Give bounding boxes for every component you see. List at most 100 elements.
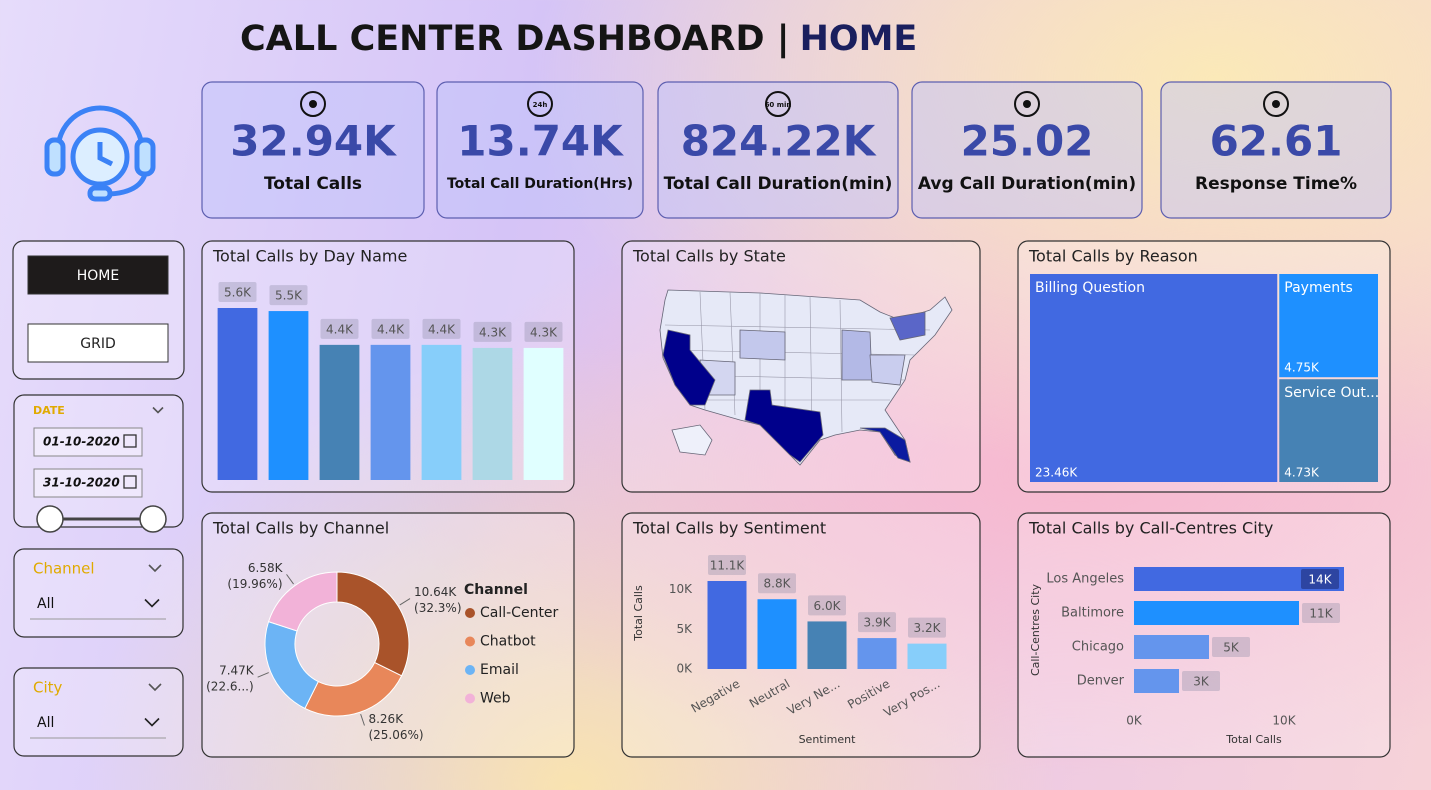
bar — [1134, 669, 1179, 693]
logo — [44, 105, 156, 202]
y-tick-label: Denver — [1077, 674, 1125, 689]
value-label: 3.2K — [914, 621, 942, 635]
kpi-icon — [1263, 91, 1289, 117]
value-label-bg — [371, 318, 410, 339]
value-label: 4.4K — [326, 322, 354, 336]
value-label: 14K — [1308, 573, 1332, 587]
bar — [807, 621, 847, 669]
value-label-bg — [858, 612, 896, 633]
x-tick-label: 10K — [1272, 714, 1296, 728]
title-page: HOME — [800, 19, 918, 59]
value-label-bg — [524, 321, 563, 342]
date-value: 01-10-2020 — [43, 435, 120, 449]
legend-swatch — [465, 693, 475, 704]
value-label: 5.5K — [275, 289, 303, 303]
chart-title: Total Calls by Channel — [212, 519, 389, 538]
calendar-icon — [123, 434, 137, 448]
kpi-icon-dot — [309, 100, 317, 108]
slice-value: 6.58K — [248, 561, 284, 575]
value-label: 4.4K — [377, 322, 405, 336]
donut-slice — [336, 571, 410, 677]
y-tick-label: 5K — [676, 622, 693, 636]
chart-card — [621, 512, 981, 758]
chart-title: Total Calls by Sentiment — [632, 519, 826, 538]
bar — [707, 580, 747, 669]
legend-label: Call-Center — [480, 605, 559, 621]
bar — [472, 347, 513, 480]
y-tick-label: Baltimore — [1061, 606, 1124, 621]
legend-swatch — [465, 608, 475, 618]
tile-label: Billing Question — [1035, 280, 1145, 296]
bar — [1134, 635, 1209, 659]
kpi-value: 32.94K — [230, 117, 397, 166]
bar — [857, 638, 897, 669]
slice-value: 8.26K — [368, 712, 404, 726]
nav-button[interactable] — [27, 255, 169, 295]
bar — [757, 599, 797, 669]
slice-percent: (19.96%) — [227, 577, 282, 591]
legend-label: Chatbot — [480, 634, 536, 650]
date-label: DATE — [33, 404, 65, 417]
value-label: 11.1K — [710, 558, 746, 572]
slider-handle[interactable] — [139, 505, 167, 533]
kpi-card — [1160, 81, 1392, 219]
bar — [421, 344, 462, 480]
value-label-bg — [320, 318, 359, 339]
slider-handle[interactable] — [36, 505, 64, 533]
tile-label: Service Out... — [1284, 385, 1379, 401]
kpi-icon-text: 60 min — [765, 101, 792, 109]
legend-title: Channel — [464, 582, 528, 598]
kpi-label: Total Call Duration(min) — [664, 174, 893, 194]
chart-title: Total Calls by Day Name — [212, 247, 407, 266]
donut-slice — [267, 571, 338, 632]
legend-swatch — [465, 665, 475, 675]
value-label: 3.9K — [864, 616, 892, 630]
slicer-card — [13, 667, 184, 757]
kpi-card — [436, 81, 644, 219]
treemap-tile — [1030, 274, 1278, 482]
value-label-bg — [708, 554, 746, 575]
nav-label: GRID — [80, 336, 116, 352]
bar — [523, 347, 564, 480]
value-label: 5.6K — [224, 286, 252, 300]
slicer-label: Channel — [33, 560, 95, 578]
value-label: 4.3K — [479, 325, 507, 339]
bar — [907, 643, 947, 669]
chevron — [144, 598, 160, 608]
value-label-bg — [1302, 603, 1340, 623]
kpi-icon-dot — [1272, 100, 1280, 108]
y-tick-label: Chicago — [1072, 640, 1124, 655]
nav-button[interactable] — [27, 323, 169, 363]
slice-percent: (32.3%) — [414, 601, 461, 615]
tile-label: Payments — [1284, 280, 1353, 296]
date-input[interactable] — [33, 468, 143, 498]
y-axis-label: Call-Centres City — [1029, 583, 1042, 676]
kpi-label: Total Calls — [264, 174, 362, 194]
leader-line — [257, 672, 269, 678]
tile-value: 4.73K — [1284, 466, 1320, 480]
y-tick-label: 10K — [669, 582, 693, 596]
y-tick-label: Los Angeles — [1046, 572, 1124, 587]
value-label-bg — [218, 282, 257, 302]
kpi-label: Total Call Duration(Hrs) — [447, 176, 633, 192]
slice-percent: (22.6...) — [206, 680, 254, 694]
slicer-label: City — [33, 679, 63, 697]
bar — [268, 311, 309, 480]
slicer-card — [13, 548, 184, 638]
slice-value: 10.64K — [414, 585, 457, 599]
value-label: 11K — [1309, 607, 1333, 621]
calendar-icon — [123, 475, 137, 489]
chart-title: Total Calls by Call-Centres City — [1028, 519, 1273, 538]
nav-label: HOME — [77, 268, 119, 284]
slicer-value: All — [37, 596, 54, 612]
kpi-card — [657, 81, 899, 219]
x-axis-label: Total Calls — [1225, 733, 1282, 746]
kpi-icon-text: 24h — [533, 101, 548, 109]
value-label-bg — [422, 318, 461, 339]
value-label: 4.4K — [428, 322, 456, 336]
slice-value: 7.47K — [219, 664, 255, 678]
leader-line — [286, 574, 294, 585]
chevron — [144, 717, 160, 727]
